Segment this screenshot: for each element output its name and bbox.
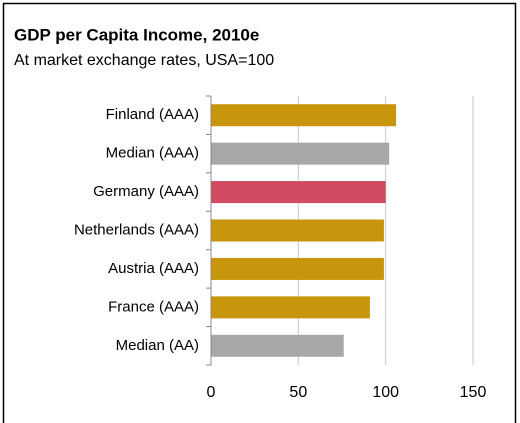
y-tick-label: Germany (AAA): [93, 183, 199, 200]
y-tick-label: Finland (AAA): [106, 106, 199, 123]
bar: [211, 257, 384, 280]
bar: [211, 181, 386, 204]
bar: [211, 142, 390, 165]
y-tick-label: France (AAA): [108, 298, 199, 315]
bar: [211, 104, 397, 127]
y-tick-label: Median (AAA): [106, 145, 199, 162]
chart-title: GDP per Capita Income, 2010e: [14, 25, 259, 44]
x-tick-label: 150: [460, 384, 487, 401]
bar: [211, 334, 344, 357]
y-tick-label: Netherlands (AAA): [74, 221, 199, 238]
x-tick-label: 0: [207, 384, 216, 401]
x-tick-label: 100: [372, 384, 399, 401]
bar: [211, 296, 370, 319]
y-tick-label: Median (AA): [116, 337, 199, 354]
x-tick-label: 50: [289, 384, 307, 401]
y-tick-label: Austria (AAA): [108, 260, 199, 277]
chart-subtitle: At market exchange rates, USA=100: [14, 52, 274, 69]
bar: [211, 219, 384, 242]
